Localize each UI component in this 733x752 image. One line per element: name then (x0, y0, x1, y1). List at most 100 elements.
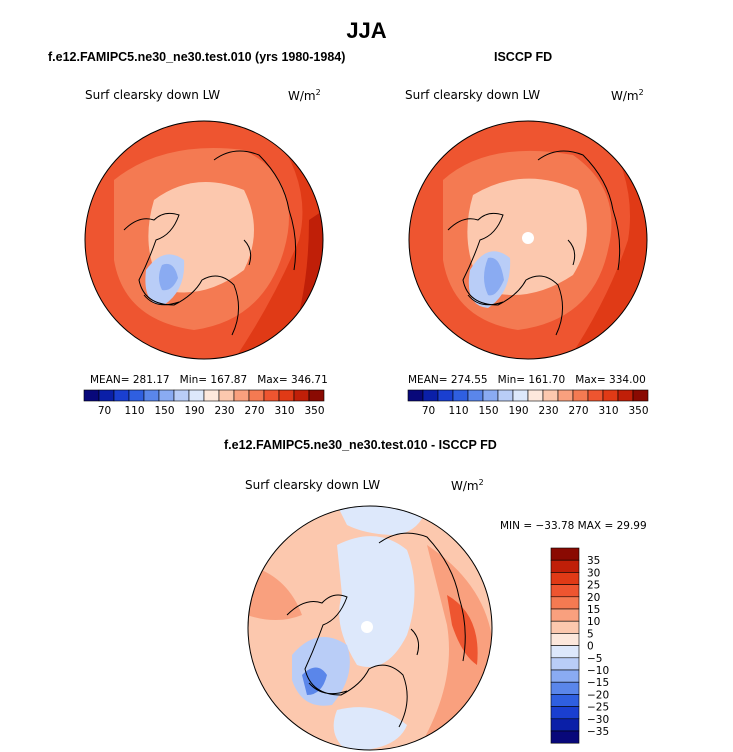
colorbar-swatch (550, 608, 580, 622)
colorbar-tick-label: 310 (598, 405, 618, 417)
colorbar-swatch (550, 657, 580, 671)
colorbar-swatch (173, 389, 190, 402)
colorbar-swatch (203, 389, 220, 402)
greenland-core (159, 263, 178, 291)
colorbar-swatch (278, 389, 295, 402)
colorbar-tick-label: 0 (587, 641, 594, 653)
colorbar-tick-label: 30 (587, 567, 600, 579)
difference-minmax: MIN = −33.78 MAX = 29.99 (500, 520, 647, 532)
colorbar-swatch (550, 718, 580, 732)
pole-hole (361, 621, 373, 633)
colorbar-swatch (128, 389, 145, 402)
panel-2-stats: MEAN= 274.55 Min= 161.70 Max= 334.00 (408, 374, 646, 386)
coastline (123, 150, 297, 336)
colorbar-tick-label: 70 (422, 405, 435, 417)
panel-1-colorbar: 70 110 150 190 230 270 310 350 (83, 389, 325, 417)
colorbar-tick-label: 110 (124, 405, 144, 417)
colorbar-swatch (98, 389, 115, 402)
colorbar-tick-label: 5 (587, 628, 594, 640)
colorbar-swatch (550, 572, 580, 585)
colorbar-swatch (293, 389, 310, 402)
colorbar-swatch (550, 584, 580, 598)
colorbar-tick-label: −30 (587, 714, 609, 726)
colorbar-tick-label: 310 (274, 405, 294, 417)
greenland-core (484, 257, 504, 296)
colorbar-swatch (497, 389, 514, 402)
colorbar-tick-label: 150 (478, 405, 498, 417)
panel-2-colorbar: 70 110 150 190 230 270 310 350 (407, 389, 649, 417)
colorbar-swatch (587, 389, 604, 402)
panel-1-header: f.e12.FAMIPC5.ne30_ne30.test.010 (yrs 19… (48, 50, 346, 64)
colorbar-swatch (550, 559, 580, 573)
colorbar-swatch (550, 596, 580, 610)
colorbar-swatch (617, 389, 634, 402)
colorbar-tick-label: 270 (568, 405, 588, 417)
colorbar-tick-label: 230 (214, 405, 234, 417)
difference-map (247, 505, 493, 751)
colorbar-tick-label: 110 (448, 405, 468, 417)
panel-1-map (84, 120, 324, 360)
negative-north-region (337, 506, 427, 535)
colorbar-swatch (188, 389, 205, 402)
colorbar-swatch (143, 389, 160, 402)
positive-west-region (248, 565, 302, 620)
colorbar-swatch (550, 706, 580, 720)
colorbar-swatch (550, 694, 580, 707)
colorbar-swatch (512, 389, 529, 402)
panel-2-header: ISCCP FD (494, 50, 553, 64)
panel-2-units: W/m2 (611, 88, 644, 103)
colorbar-swatch (632, 389, 649, 402)
colorbar-swatch (263, 389, 280, 402)
colorbar-swatch (422, 389, 439, 402)
colorbar-swatch (550, 669, 580, 683)
colorbar-swatch (550, 730, 580, 744)
colorbar-tick-label: −35 (587, 726, 609, 738)
colorbar-swatch (452, 389, 469, 402)
colorbar-tick-label: 70 (98, 405, 111, 417)
colorbar-swatch (602, 389, 619, 402)
colorbar-swatch (407, 389, 424, 402)
colorbar-swatch (83, 389, 100, 402)
negative-central-region (337, 536, 415, 667)
colorbar-swatch (550, 633, 580, 646)
panel-1-stats: MEAN= 281.17 Min= 167.87 Max= 346.71 (90, 374, 328, 386)
greenland-strong-negative (302, 667, 327, 695)
pole-hole (522, 232, 534, 244)
colorbar-tick-label: 350 (628, 405, 648, 417)
colorbar-swatch (557, 389, 574, 402)
colorbar-tick-label: −25 (587, 702, 609, 714)
colorbar-tick-label: 190 (184, 405, 204, 417)
colorbar-tick-label: 270 (244, 405, 264, 417)
colorbar-swatch (542, 389, 559, 402)
panel-2-map (408, 120, 648, 360)
colorbar-tick-label: −20 (587, 689, 609, 701)
colorbar-swatch (113, 389, 130, 402)
colorbar-tick-label: −15 (587, 677, 609, 689)
colorbar-swatch (467, 389, 484, 402)
warm-region (234, 121, 323, 359)
colorbar-tick-label: 15 (587, 604, 600, 616)
figure-title: JJA (346, 18, 387, 43)
colorbar-swatch (482, 389, 499, 402)
colorbar-tick-label: 10 (587, 616, 600, 628)
colorbar-tick-label: 230 (538, 405, 558, 417)
colorbar-swatch (308, 389, 325, 402)
colorbar-swatch (248, 389, 265, 402)
colorbar-swatch (550, 547, 580, 561)
colorbar-swatch (437, 389, 454, 402)
colorbar-tick-label: 190 (508, 405, 528, 417)
difference-units: W/m2 (451, 478, 484, 493)
colorbar-swatch (218, 389, 235, 402)
colorbar-swatch (527, 389, 544, 402)
colorbar-tick-label: 350 (304, 405, 324, 417)
coastline (286, 532, 466, 728)
colorbar-tick-label: 20 (587, 592, 600, 604)
colorbar-tick-label: −5 (587, 653, 602, 665)
colorbar-tick-label: 25 (587, 580, 600, 592)
panel-1-variable-label: Surf clearsky down LW (85, 88, 221, 102)
difference-header: f.e12.FAMIPC5.ne30_ne30.test.010 - ISCCP… (224, 438, 497, 452)
difference-variable-label: Surf clearsky down LW (245, 478, 381, 492)
colorbar-swatch (233, 389, 250, 402)
colorbar-tick-label: 150 (154, 405, 174, 417)
